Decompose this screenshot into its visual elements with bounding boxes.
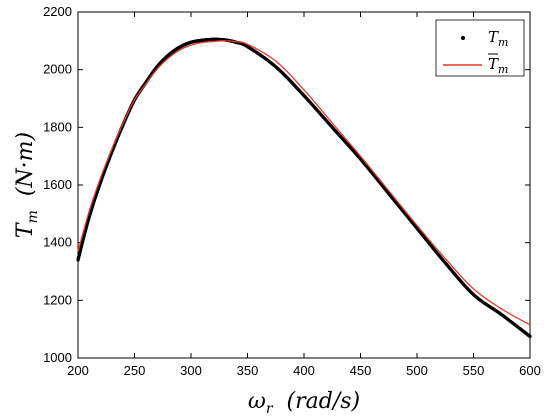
series-group (76, 37, 532, 338)
y-tick-label: 1200 (43, 292, 72, 307)
x-tick-label: 300 (180, 363, 202, 378)
legend-label-measured: Tm (488, 28, 508, 49)
legend: Tm Tm (435, 19, 525, 77)
x-tick-label: 200 (67, 363, 89, 378)
x-tick-label: 400 (293, 363, 315, 378)
y-tick-label: 1000 (43, 350, 72, 365)
y-tick-label: 1400 (43, 235, 72, 250)
x-tick-label: 350 (237, 363, 259, 378)
y-tick-label: 2200 (43, 4, 72, 19)
y-tick-label: 1800 (43, 119, 72, 134)
y-axis-label: Tm (N·m) (13, 132, 41, 238)
measured-point (528, 334, 532, 338)
x-tick-label: 550 (463, 363, 485, 378)
x-axis-label: ωr (rad/s) (248, 389, 360, 417)
ticks: 200 250 300 350 400 450 500 550 600 1000 1200 1400 1… (43, 4, 541, 378)
y-tick-label: 1600 (43, 177, 72, 192)
estimated-line (77, 40, 531, 326)
x-tick-label: 600 (519, 363, 541, 378)
legend-marker-dot (461, 36, 465, 40)
x-tick-label: 450 (350, 363, 372, 378)
x-tick-label: 250 (124, 363, 146, 378)
legend-box (435, 19, 525, 77)
legend-label-estimated: Tm (488, 55, 508, 76)
y-tick-label: 2000 (43, 62, 72, 77)
x-tick-label: 500 (406, 363, 428, 378)
